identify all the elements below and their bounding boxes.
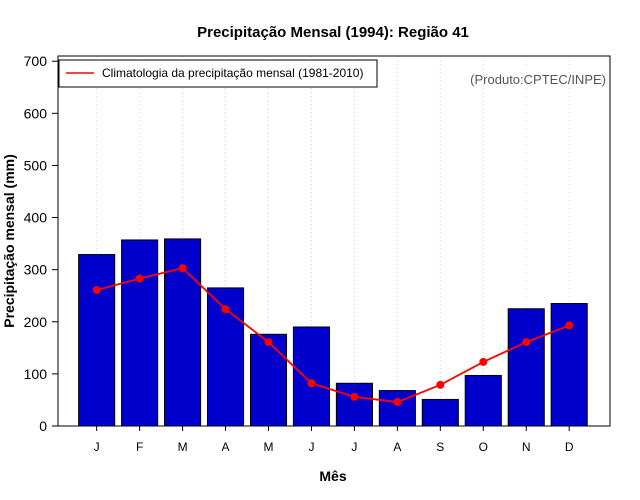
plot-frame: [57, 55, 611, 427]
x-tick-label: N: [522, 440, 531, 454]
x-tick-label: M: [263, 440, 273, 454]
climatology-point-12: [565, 321, 574, 330]
climatology-point-2: [135, 274, 144, 283]
x-tick-label: S: [436, 440, 444, 454]
bar-7: [335, 382, 373, 427]
bar-10: [464, 374, 502, 427]
y-tick-label: 100: [24, 366, 48, 382]
climatology-point-5: [264, 338, 273, 347]
y-axis-label: Precipitação mensal (mm): [1, 154, 17, 328]
climatology-line: [96, 267, 570, 403]
bar-2: [121, 239, 159, 427]
climatology-point-4: [221, 305, 230, 314]
x-tick-label: D: [565, 440, 574, 454]
bar-5: [249, 333, 288, 427]
bar-9: [421, 398, 459, 427]
x-axis-label: Mês: [319, 468, 346, 484]
bar-8: [378, 390, 416, 427]
climatology-point-10: [479, 357, 488, 366]
bar-11: [507, 308, 545, 427]
climatology-point-7: [350, 392, 359, 401]
climatology-point-9: [436, 380, 445, 389]
climatology-point-11: [522, 338, 531, 347]
y-tick-label: 600: [24, 105, 48, 121]
legend-box: [58, 59, 378, 88]
x-tick-label: A: [222, 440, 230, 454]
climatology-point-3: [178, 264, 187, 273]
chart-title: Precipitação Mensal (1994): Região 41: [197, 24, 469, 41]
y-tick-label: 500: [24, 157, 48, 173]
x-tick-label: J: [308, 440, 314, 454]
legend: Climatologia da precipitação mensal (198…: [58, 59, 378, 88]
climatology-point-8: [393, 398, 402, 407]
bars-group: [78, 238, 588, 427]
legend-label-climatology: Climatologia da precipitação mensal (198…: [102, 66, 363, 80]
y-axis: 0 100 200 300 400 500 600 700: [24, 53, 58, 434]
x-tick-label: F: [136, 440, 143, 454]
x-tick-label: M: [178, 440, 188, 454]
x-tick-label: J: [351, 440, 357, 454]
climatology-line-group: [92, 264, 574, 407]
x-tick-label: A: [393, 440, 401, 454]
climatology-point-1: [92, 285, 101, 294]
x-tick-label: J: [94, 440, 100, 454]
bar-1: [78, 254, 116, 427]
y-tick-label: 700: [24, 53, 48, 69]
y-tick-label: 400: [24, 210, 48, 226]
bar-6: [292, 326, 330, 427]
y-tick-label: 0: [39, 418, 47, 434]
y-tick-label: 200: [24, 314, 48, 330]
x-tick-label: O: [479, 440, 488, 454]
credit-annotation: (Produto:CPTEC/INPE): [470, 72, 606, 87]
y-tick-label: 300: [24, 262, 48, 278]
climatology-point-6: [307, 379, 316, 388]
